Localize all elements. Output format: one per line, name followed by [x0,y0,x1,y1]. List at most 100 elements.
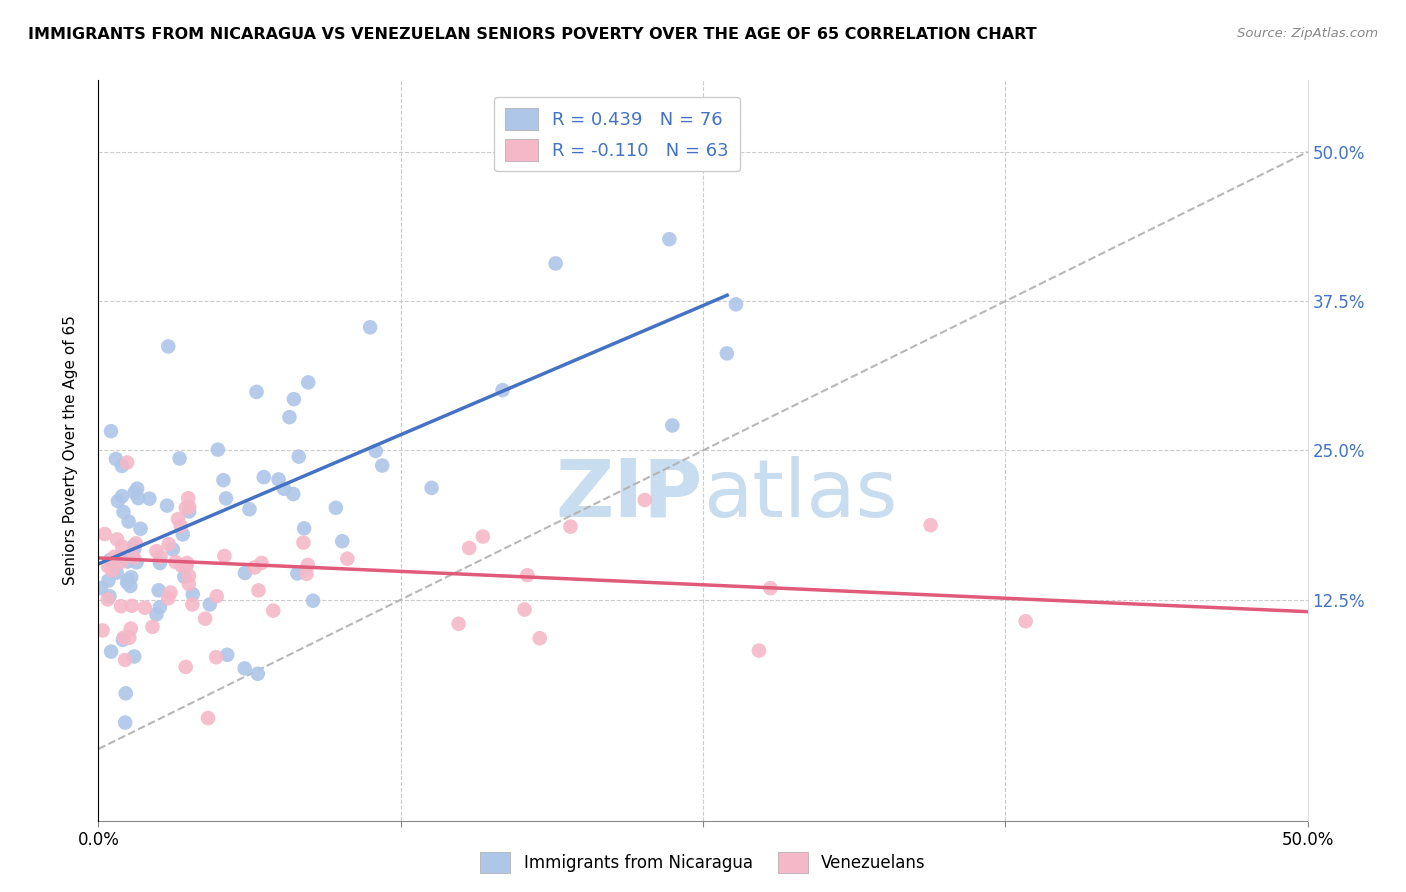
Point [115,575,138,590]
Point [120,579,142,593]
Point [177,491,200,506]
Point [157,591,180,606]
Point [217,648,239,662]
Point [134,600,156,615]
Point [205,650,228,665]
Point [1014,615,1036,629]
Text: ZIP: ZIP [555,456,703,534]
Point [169,451,191,466]
Point [165,555,187,569]
Point [250,556,273,570]
Point [336,551,359,566]
Point [122,649,145,664]
Point [100,424,122,438]
Point [127,491,149,505]
Point [245,384,267,399]
Point [103,549,125,564]
Point [420,481,443,495]
Point [205,589,228,603]
Point [111,632,134,647]
Point [91,624,114,638]
Point [658,232,681,246]
Point [125,536,148,550]
Point [114,653,136,667]
Point [111,458,134,473]
Point [117,573,139,587]
Legend: R = 0.439   N = 76, R = -0.110   N = 63: R = 0.439 N = 76, R = -0.110 N = 63 [495,96,740,171]
Point [157,537,180,551]
Point [724,297,747,311]
Point [149,549,172,564]
Point [295,566,318,581]
Point [215,491,238,506]
Point [278,410,301,425]
Point [297,376,319,390]
Point [110,555,132,569]
Point [544,256,567,270]
Point [138,491,160,506]
Point [243,560,266,574]
Point [141,620,163,634]
Point [174,660,197,674]
Point [759,581,782,595]
Point [108,549,131,564]
Point [105,566,128,580]
Point [364,444,387,458]
Text: atlas: atlas [703,456,897,534]
Point [471,530,494,544]
Point [748,643,770,657]
Point [156,499,179,513]
Point [458,541,481,555]
Point [122,539,145,553]
Point [173,569,195,583]
Point [325,500,347,515]
Point [247,583,270,598]
Point [111,489,134,503]
Point [287,566,309,581]
Point [124,541,146,556]
Point [112,505,135,519]
Point [170,519,193,533]
Point [212,473,235,487]
Point [179,500,201,514]
Y-axis label: Seniors Poverty Over the Age of 65: Seniors Poverty Over the Age of 65 [63,316,77,585]
Point [273,482,295,496]
Point [149,600,172,615]
Point [262,604,284,618]
Point [661,418,683,433]
Point [129,522,152,536]
Point [267,472,290,486]
Text: Source: ZipAtlas.com: Source: ZipAtlas.com [1237,27,1378,40]
Point [117,554,139,568]
Point [283,487,305,501]
Point [283,392,305,406]
Point [491,383,513,397]
Point [97,559,120,574]
Point [207,442,229,457]
Point [292,535,315,549]
Point [197,711,219,725]
Point [920,518,942,533]
Point [110,599,132,614]
Point [287,450,309,464]
Point [117,515,139,529]
Point [114,686,136,700]
Point [121,599,143,613]
Point [149,556,172,570]
Point [157,339,180,353]
Point [174,500,197,515]
Point [253,470,276,484]
Point [292,521,315,535]
Point [115,455,138,469]
Point [120,622,142,636]
Point [93,527,115,541]
Point [167,512,190,526]
Point [90,581,112,595]
Point [97,592,120,607]
Point [118,631,141,645]
Point [105,533,128,547]
Point [233,566,256,580]
Point [634,492,657,507]
Point [172,527,194,541]
Point [120,570,142,584]
